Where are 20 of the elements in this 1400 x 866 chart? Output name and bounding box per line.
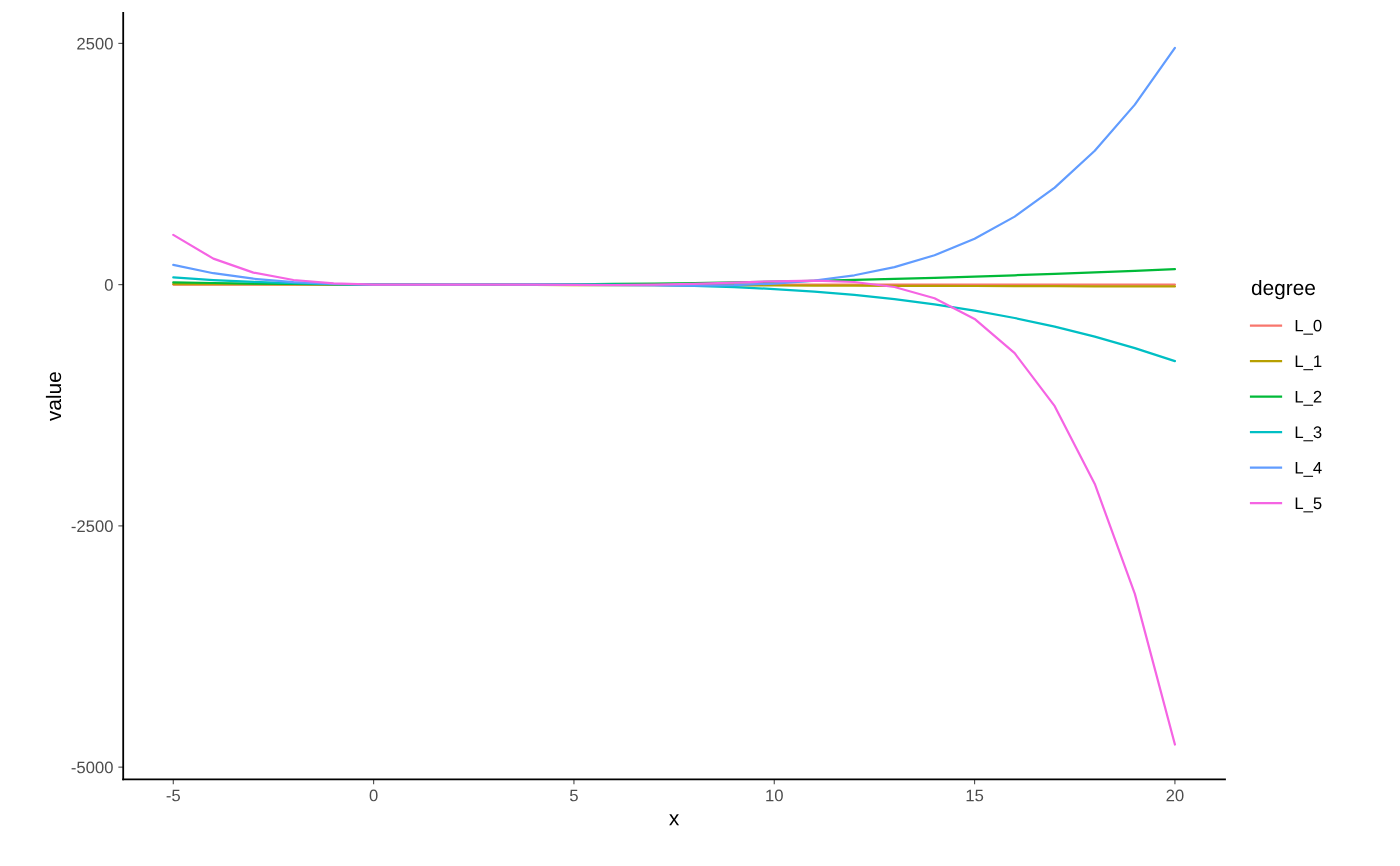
- x-tick-label: 10: [766, 789, 783, 802]
- x-tick-label: 0: [369, 789, 378, 802]
- legend-label: L_3: [1295, 426, 1322, 442]
- x-tick-label: 20: [1166, 789, 1184, 802]
- x-tick-label: 5: [569, 789, 578, 802]
- legend-label: L_1: [1295, 355, 1322, 371]
- legend-label: L_5: [1295, 497, 1322, 513]
- y-tick-label: -5000: [71, 761, 113, 774]
- line-series: [172, 233, 1177, 746]
- legend-title: degree: [1251, 279, 1315, 300]
- legend-label: L_0: [1295, 319, 1322, 335]
- y-tick-label: 0: [104, 279, 113, 291]
- y-tick-label: -2500: [71, 520, 113, 533]
- legend-label: L_2: [1295, 390, 1322, 406]
- x-tick-label: -5: [166, 789, 180, 802]
- y-tick-label: 2500: [77, 37, 113, 50]
- y-axis-title: value: [45, 372, 62, 422]
- x-tick-label: 15: [966, 789, 984, 802]
- legend-label: L_4: [1295, 462, 1322, 477]
- x-axis-title: x: [669, 814, 680, 826]
